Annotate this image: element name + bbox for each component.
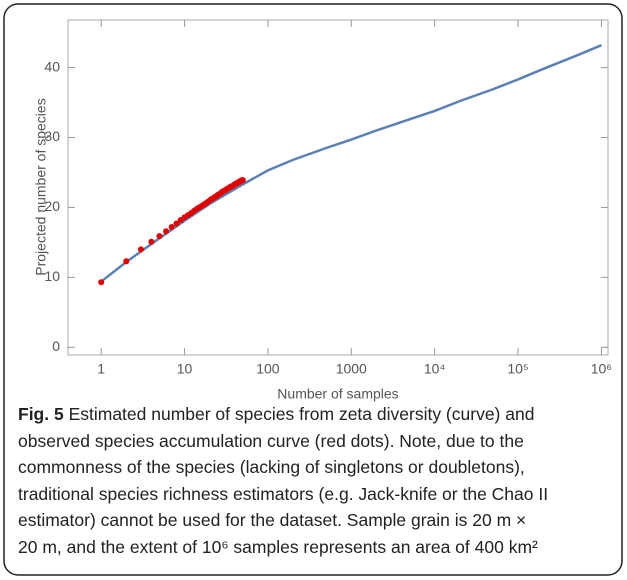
- y-tick-label: 0: [52, 338, 60, 354]
- caption-line: commonness of the species (lacking of si…: [18, 454, 622, 481]
- x-axis-label: Number of samples: [277, 386, 398, 402]
- caption-text: 20 m, and the extent of 10⁶ samples repr…: [18, 536, 538, 557]
- y-axis-label: Projected number of species: [33, 98, 49, 275]
- y-tick-label: 10: [44, 268, 60, 284]
- caption-line: Fig. 5 Estimated number of species from …: [18, 401, 622, 428]
- x-tick-label: 10⁵: [507, 361, 528, 377]
- caption-text: traditional species richness estimators …: [18, 483, 549, 504]
- observed-point: [98, 279, 105, 286]
- caption: Fig. 5 Estimated number of species from …: [18, 401, 622, 561]
- caption-line: 20 m, and the extent of 10⁶ samples repr…: [18, 534, 622, 561]
- observed-point: [163, 228, 170, 235]
- caption-text: Estimated number of species from zeta di…: [63, 404, 535, 424]
- y-tick-label: 40: [44, 58, 60, 74]
- observed-point: [137, 246, 144, 253]
- figure-border: [3, 3, 623, 576]
- observed-point: [173, 220, 180, 227]
- caption-line: traditional species richness estimators …: [18, 481, 622, 508]
- caption-label: Fig. 5: [18, 404, 64, 424]
- observed-point: [239, 177, 246, 184]
- caption-line: estimator) cannot be used for the datase…: [18, 507, 622, 534]
- y-tick-label: 20: [44, 198, 60, 214]
- observed-point: [156, 233, 163, 240]
- x-tick-label: 10: [177, 361, 193, 377]
- x-tick-label: 1: [97, 361, 105, 377]
- x-tick-label: 10⁴: [424, 361, 446, 377]
- caption-text: observed species accumulation curve (red…: [18, 430, 524, 451]
- observed-point: [168, 224, 175, 231]
- caption-text: estimator) cannot be used for the datase…: [18, 510, 527, 531]
- x-tick-label: 100: [256, 361, 280, 377]
- plot-frame: [67, 19, 609, 356]
- observed-point: [148, 238, 155, 245]
- x-tick-label: 10⁶: [591, 361, 612, 377]
- caption-line: observed species accumulation curve (red…: [18, 428, 622, 455]
- observed-point: [123, 258, 130, 265]
- y-tick-label: 30: [44, 128, 60, 144]
- x-tick-label: 1000: [336, 361, 367, 377]
- caption-text: commonness of the species (lacking of si…: [18, 457, 525, 478]
- fitted-curve: [100, 44, 602, 283]
